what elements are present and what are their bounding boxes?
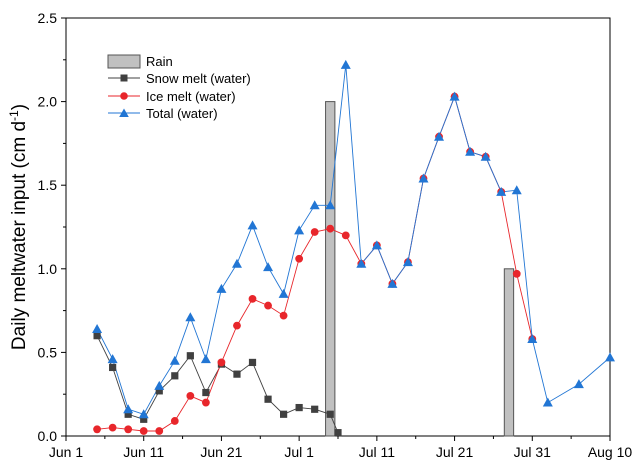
total-water-point — [247, 220, 258, 230]
total-water-point — [138, 409, 149, 419]
total-water-point — [92, 323, 103, 333]
legend-label-snow: Snow melt (water) — [146, 71, 251, 86]
snow-melt-water-point — [248, 358, 257, 367]
snow-melt-water-point — [311, 405, 319, 413]
snow-melt-water-point — [155, 387, 163, 395]
ice-melt-water-point — [201, 398, 210, 407]
total-water-point — [169, 355, 180, 365]
snow-melt-water-line — [96, 335, 339, 433]
snow-melt-water-point — [186, 352, 194, 360]
ice-melt-water-point — [248, 294, 257, 303]
ice-melt-water-point — [264, 301, 272, 310]
ice-melt-water-point — [186, 391, 195, 400]
total-water-point — [402, 257, 413, 267]
ice-melt-water-point — [217, 358, 226, 367]
ice-melt-water-point — [295, 254, 304, 263]
total-water-point — [449, 91, 460, 101]
rain-bar — [325, 101, 336, 437]
total-water-point — [356, 258, 367, 268]
snow-melt-water-point — [124, 410, 132, 418]
axes: Jun 1 Jun 11 Jun 21 Jul 1 Jul 11 Jul 21 Jul 31… — [38, 10, 633, 460]
rain-bars — [325, 101, 515, 437]
legend-rain-swatch — [107, 54, 141, 69]
y-tick-label: 2.5 — [38, 10, 58, 26]
legend-label-ice: Ice melt (water) — [146, 89, 236, 104]
ice-melt-water-point — [139, 427, 148, 435]
rain-bar — [503, 268, 515, 437]
total-water-point — [123, 404, 134, 414]
total-water-point — [216, 283, 227, 293]
legend-snow-marker — [120, 74, 128, 82]
y-tick-label: 1.0 — [38, 261, 58, 277]
x-tick-label: Jul 11 — [359, 444, 396, 460]
snow-melt-water-point — [109, 363, 117, 372]
total-water-point — [263, 262, 274, 272]
legend-total-marker — [119, 108, 129, 117]
x-tick-label: Jun 1 — [49, 444, 83, 460]
ice-melt-water-point — [341, 231, 350, 240]
legend-label-rain: Rain — [146, 54, 173, 69]
snow-melt-water-point — [202, 388, 210, 397]
total-water-point — [465, 146, 476, 156]
snow-melt-water-point — [264, 395, 272, 403]
total-water-point — [340, 59, 351, 69]
snow-melt-water-point — [334, 429, 342, 437]
y-tick-label: 0.0 — [38, 428, 58, 444]
total-water-point — [527, 334, 538, 344]
total-water-point — [309, 200, 320, 210]
snow-melt-water-point — [280, 410, 288, 418]
total-water-point — [231, 258, 242, 268]
total-water-point — [371, 240, 382, 250]
legend-ice-marker — [120, 92, 128, 100]
ice-melt-water-point — [279, 311, 288, 320]
legend: Rain Snow melt (water) Ice melt (water) … — [107, 54, 251, 121]
y-tick-label: 2.0 — [38, 94, 58, 110]
snow-melt-water-point — [140, 415, 148, 423]
ice-melt-water-point — [124, 425, 133, 434]
ice-melt-water-point — [512, 269, 521, 278]
x-tick-label: Jun 11 — [123, 444, 164, 460]
total-water-point — [542, 397, 553, 407]
ice-melt-water-point — [326, 224, 335, 233]
total-water-point — [200, 354, 211, 364]
ice-melt-water-point — [93, 425, 101, 434]
total-water-point — [496, 186, 507, 196]
total-water-point — [387, 278, 398, 288]
snow-melt-water-point — [93, 332, 101, 340]
total-water-point — [278, 288, 289, 298]
ice-melt-water-point — [310, 228, 319, 236]
total-water-line — [96, 64, 611, 415]
total-water-point — [107, 354, 118, 364]
x-tick-label: Jun 21 — [200, 444, 242, 460]
legend-label-total: Total (water) — [146, 106, 218, 121]
y-tick-label: 1.5 — [38, 177, 58, 193]
ice-melt-water-point — [155, 427, 164, 435]
x-tick-label: Aug 10 — [588, 444, 633, 460]
total-water-point — [434, 131, 445, 141]
snow-melt-water-point — [171, 372, 179, 380]
snow-melt-water-point — [326, 410, 334, 418]
total-water-point — [573, 379, 584, 389]
total-water-point — [325, 200, 336, 210]
ice-melt-water-point — [170, 417, 179, 425]
x-tick-label: Jul 1 — [284, 444, 314, 460]
total-water-point — [418, 173, 429, 183]
total-water-point — [605, 352, 615, 362]
total-water-point — [480, 151, 491, 161]
y-tick-label: 0.5 — [38, 344, 58, 360]
x-tick-label: Jul 21 — [436, 444, 474, 460]
ice-melt-water-point — [108, 423, 117, 432]
x-tick-label: Jul 31 — [514, 444, 552, 460]
series-markers — [92, 59, 615, 437]
y-axis-title: Daily meltwater input (cm d-1) — [7, 104, 30, 350]
ice-melt-water-point — [233, 321, 241, 330]
total-water-point — [154, 380, 165, 390]
total-water-point — [511, 185, 522, 195]
total-water-point — [294, 225, 305, 235]
total-water-point — [185, 312, 196, 322]
snow-melt-water-point — [295, 403, 303, 412]
snow-melt-water-point — [233, 370, 241, 378]
